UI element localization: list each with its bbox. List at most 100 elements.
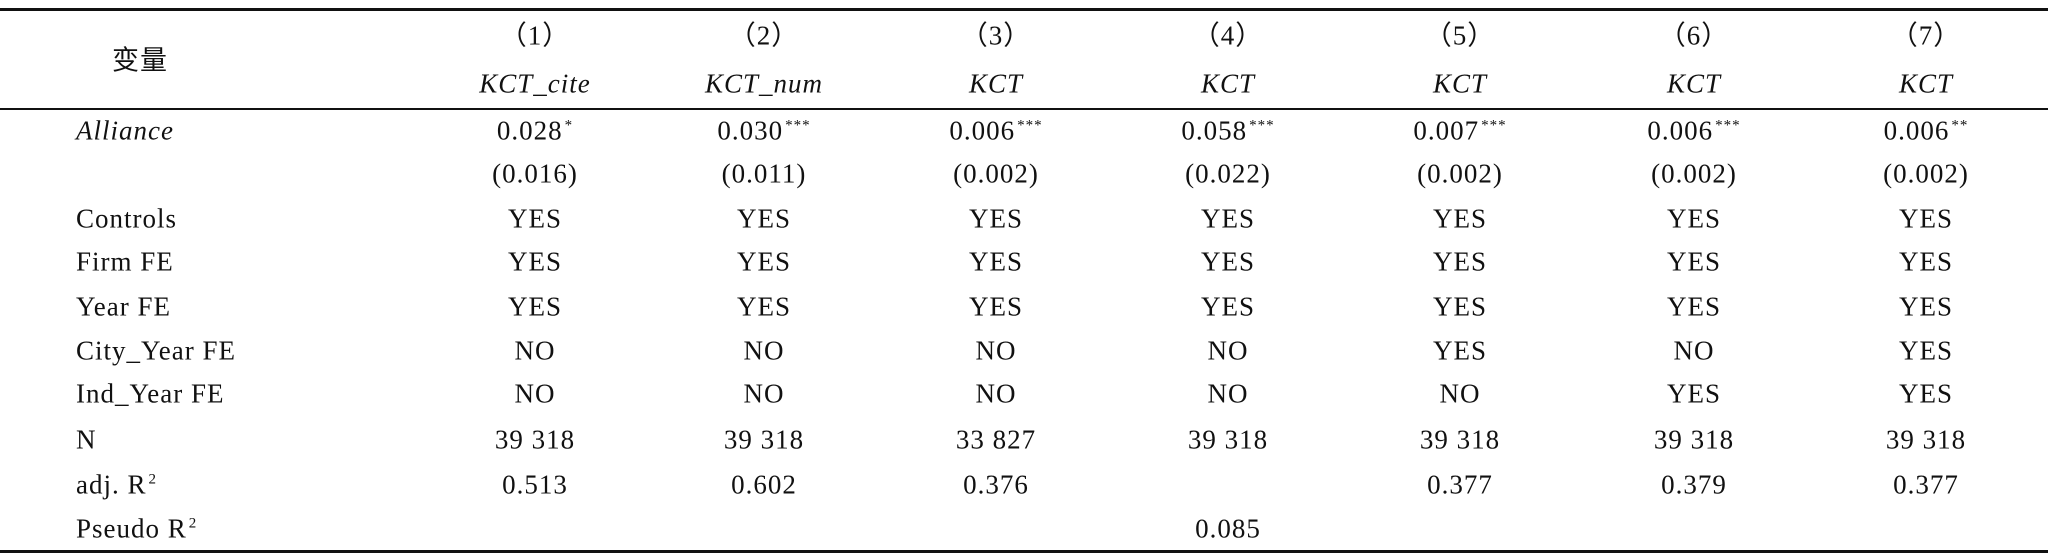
cell: YES (1433, 336, 1487, 367)
cell: NO (1208, 379, 1249, 410)
cell-value: 0.377 (1427, 469, 1493, 500)
cell: NO (1674, 336, 1715, 367)
cell-value: YES (507, 246, 563, 277)
cell: (0.002) (1883, 159, 1969, 190)
column-name: KCT (1898, 68, 1954, 99)
cell: YES (1667, 379, 1721, 410)
cell: YES (1201, 292, 1255, 323)
row-label: Firm FE (76, 247, 174, 278)
cell-value: (0.002) (1651, 158, 1737, 189)
cell: NO (515, 379, 556, 410)
cell-value: 33 827 (955, 424, 1037, 455)
cell-value: YES (1432, 246, 1488, 277)
cell-value: 0.377 (1893, 469, 1959, 500)
cell-value: (0.016) (492, 158, 578, 189)
cell-value: 0.006 (949, 115, 1016, 146)
cell: 0.377 (1427, 470, 1493, 501)
row-label: Ind_Year FE (76, 379, 225, 410)
cell-value: YES (736, 246, 792, 277)
cell-value: 0.376 (963, 469, 1029, 500)
cell-value: YES (1898, 378, 1954, 409)
row-label-text: Year FE (76, 291, 172, 322)
cell: YES (1667, 204, 1721, 235)
cell: YES (1201, 247, 1255, 278)
cell-value: 39 318 (1187, 424, 1269, 455)
cell: (0.002) (953, 159, 1039, 190)
cell-value: (0.022) (1185, 158, 1271, 189)
row-label: Controls (76, 204, 177, 235)
header-rule (0, 108, 2048, 110)
cell: YES (1899, 379, 1953, 410)
cell: YES (969, 247, 1023, 278)
cell-value: YES (968, 203, 1024, 234)
significance-stars: * (564, 117, 574, 134)
row-label-sup: 2 (148, 471, 157, 488)
row-label-text: City_Year FE (76, 335, 237, 366)
cell: 0.006 *** (1647, 116, 1740, 147)
column-name: KCT_num (704, 68, 824, 99)
cell-value: 39 318 (1885, 424, 1967, 455)
cell: 0.006 *** (949, 116, 1042, 147)
cell: NO (976, 379, 1017, 410)
cell-value: YES (1200, 291, 1256, 322)
cell-value: 0.030 (717, 115, 784, 146)
cell-value: 0.006 (1647, 115, 1714, 146)
cell: YES (969, 292, 1023, 323)
cell: 39 318 (724, 425, 804, 456)
cell-value: (0.002) (1883, 158, 1969, 189)
cell-value: 0.028 (496, 115, 563, 146)
cell: 0.058 *** (1181, 116, 1274, 147)
cell: 39 318 (1886, 425, 1966, 456)
cell-value: YES (1898, 203, 1954, 234)
cell: 0.028 * (497, 116, 573, 147)
cell-value: NO (1673, 335, 1715, 366)
row-label-text: Firm FE (76, 246, 174, 277)
cell-value: YES (1666, 291, 1722, 322)
significance-stars: *** (785, 117, 811, 134)
cell-value: 0.006 (1883, 115, 1950, 146)
cell: YES (1899, 292, 1953, 323)
cell-value: YES (1898, 246, 1954, 277)
cell: 0.602 (731, 470, 797, 501)
cell: 0.513 (502, 470, 568, 501)
cell: YES (969, 204, 1023, 235)
cell-value: YES (736, 291, 792, 322)
cell-value: 0.085 (1195, 513, 1261, 544)
cell-value: NO (514, 378, 556, 409)
significance-stars: ** (1951, 117, 1969, 134)
cell-value: NO (1207, 378, 1249, 409)
cell: 0.007 *** (1413, 116, 1506, 147)
cell: YES (508, 292, 562, 323)
cell: 0.030 *** (717, 116, 810, 147)
cell: YES (1433, 292, 1487, 323)
cell: YES (1667, 292, 1721, 323)
cell-value: YES (1898, 291, 1954, 322)
column-number: （5） (1424, 20, 1496, 51)
cell: 0.085 (1195, 514, 1261, 545)
cell-value: 0.007 (1413, 115, 1480, 146)
header-label: 变量 (112, 45, 168, 76)
cell-value: YES (1432, 335, 1488, 366)
row-label-text: adj. R (76, 469, 147, 500)
column-number: （4） (1192, 20, 1264, 51)
cell-value: NO (743, 378, 785, 409)
cell-value: NO (1207, 335, 1249, 366)
cell: YES (1201, 204, 1255, 235)
top-rule (0, 8, 2048, 11)
cell: 39 318 (1188, 425, 1268, 456)
cell: (0.016) (492, 159, 578, 190)
cell: NO (744, 336, 785, 367)
cell: YES (1899, 247, 1953, 278)
cell-value: YES (1432, 291, 1488, 322)
row-label-text: Controls (76, 203, 178, 234)
cell: (0.011) (722, 159, 807, 190)
cell-value: YES (1200, 203, 1256, 234)
cell: NO (976, 336, 1017, 367)
cell-value: YES (736, 203, 792, 234)
cell-value: 39 318 (723, 424, 805, 455)
cell-value: (0.002) (1417, 158, 1503, 189)
column-number: （7） (1890, 20, 1962, 51)
cell-value: (0.011) (721, 158, 807, 189)
row-label-text: Pseudo R (76, 513, 187, 544)
